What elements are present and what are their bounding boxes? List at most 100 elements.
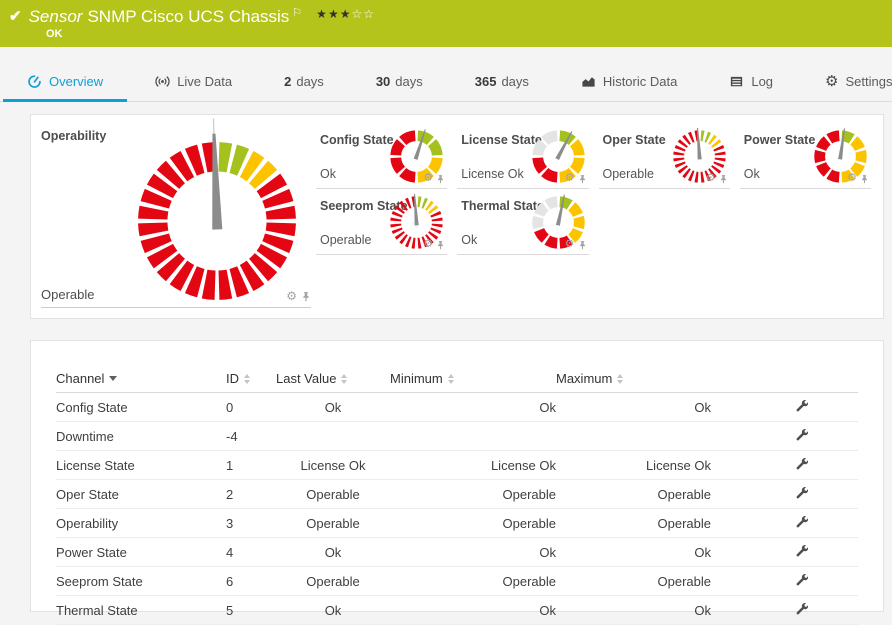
gauge-value: Operable	[320, 233, 371, 247]
cell-min: Operable	[390, 567, 556, 596]
tab-label: days	[501, 74, 528, 89]
sort-icon	[617, 374, 623, 384]
tab-number: 365	[475, 74, 497, 89]
pin-icon[interactable]	[719, 174, 728, 184]
cell-id: 5	[226, 596, 276, 625]
tab-label: days	[395, 74, 422, 89]
star-icon: ★	[340, 7, 352, 21]
channel-settings-button[interactable]	[795, 428, 808, 441]
gauge-value: Ok	[461, 233, 477, 247]
priority-stars[interactable]: ★★★☆☆	[316, 7, 375, 21]
channel-settings-button[interactable]	[795, 602, 808, 615]
tab-overview[interactable]: Overview	[3, 61, 127, 101]
sort-icon	[109, 376, 117, 381]
col-header-maximum[interactable]: Maximum	[556, 367, 711, 393]
cell-max: Ok	[556, 596, 711, 625]
pin-icon[interactable]	[436, 240, 445, 250]
col-header-label: Channel	[56, 371, 104, 386]
channel-settings-button[interactable]	[795, 515, 808, 528]
pin-icon[interactable]	[301, 291, 311, 302]
status-badge: OK	[46, 28, 63, 40]
tab-label: Historic Data	[603, 74, 677, 89]
cell-channel: Downtime	[56, 422, 226, 451]
gear-icon[interactable]: ⚙	[286, 290, 297, 302]
col-header-channel[interactable]: Channel	[56, 367, 226, 393]
channel-settings-button[interactable]	[795, 544, 808, 557]
gauge-footer: Operable ⚙	[41, 287, 311, 308]
cell-id: 2	[226, 480, 276, 509]
cell-id: -4	[226, 422, 276, 451]
cell-last: Ok	[276, 393, 390, 422]
gear-icon[interactable]: ⚙	[706, 173, 716, 184]
tab-365-days[interactable]: 365 days	[451, 61, 553, 101]
sort-icon	[448, 374, 454, 384]
channel-settings-button[interactable]	[795, 399, 808, 412]
cell-last: Operable	[276, 567, 390, 596]
gear-icon[interactable]: ⚙	[847, 173, 857, 184]
channel-settings-button[interactable]	[795, 457, 808, 470]
tab-live-data[interactable]: Live Data	[131, 61, 256, 101]
gauge-value: Operable	[41, 287, 94, 302]
pin-icon[interactable]	[578, 240, 587, 250]
col-header-last-value[interactable]: Last Value	[276, 367, 390, 393]
tab-30-days[interactable]: 30 days	[352, 61, 447, 101]
main-gauge-block: Operability Operable ⚙	[31, 115, 316, 318]
cell-max: Ok	[556, 538, 711, 567]
star-icon: ★	[316, 7, 328, 21]
pin-icon[interactable]	[578, 174, 587, 184]
tab-historic-data[interactable]: Historic Data	[557, 61, 701, 101]
cell-max: Ok	[556, 393, 711, 422]
cell-max: Operable	[556, 567, 711, 596]
tab-settings[interactable]: ⚙Settings	[801, 61, 892, 101]
col-header-actions	[711, 367, 858, 393]
tab-label: Settings	[846, 74, 892, 89]
col-header-label: Last Value	[276, 371, 336, 386]
col-header-id[interactable]: ID	[226, 367, 276, 393]
cell-min: Operable	[390, 509, 556, 538]
cell-last: Operable	[276, 509, 390, 538]
cell-max: License Ok	[556, 451, 711, 480]
star-icon: ★	[328, 7, 340, 21]
gear-icon[interactable]: ⚙	[565, 239, 575, 250]
cell-min: Ok	[390, 538, 556, 567]
tab-log[interactable]: Log	[705, 61, 797, 101]
gauge-value: Ok	[744, 167, 760, 181]
cell-id: 0	[226, 393, 276, 422]
tab-number: 2	[284, 74, 291, 89]
cell-channel: Thermal State	[56, 596, 226, 625]
flag-icon: ⚐	[292, 6, 302, 19]
cell-channel: Power State	[56, 538, 226, 567]
live-icon	[155, 74, 170, 89]
cell-channel: Oper State	[56, 480, 226, 509]
gear-icon[interactable]: ⚙	[423, 173, 433, 184]
col-header-label: Maximum	[556, 371, 612, 386]
channel-settings-button[interactable]	[795, 486, 808, 499]
star-icon: ☆	[351, 7, 363, 21]
pin-icon[interactable]	[436, 174, 445, 184]
cell-max: Operable	[556, 509, 711, 538]
cell-min: License Ok	[390, 451, 556, 480]
gear-icon[interactable]: ⚙	[565, 173, 575, 184]
channel-settings-button[interactable]	[795, 573, 808, 586]
sort-icon	[341, 374, 347, 384]
pin-icon[interactable]	[860, 174, 869, 184]
gauge-icon	[27, 74, 42, 89]
gear-icon[interactable]: ⚙	[423, 239, 433, 250]
col-header-minimum[interactable]: Minimum	[390, 367, 556, 393]
cell-last: Operable	[276, 480, 390, 509]
tab-number: 30	[376, 74, 390, 89]
